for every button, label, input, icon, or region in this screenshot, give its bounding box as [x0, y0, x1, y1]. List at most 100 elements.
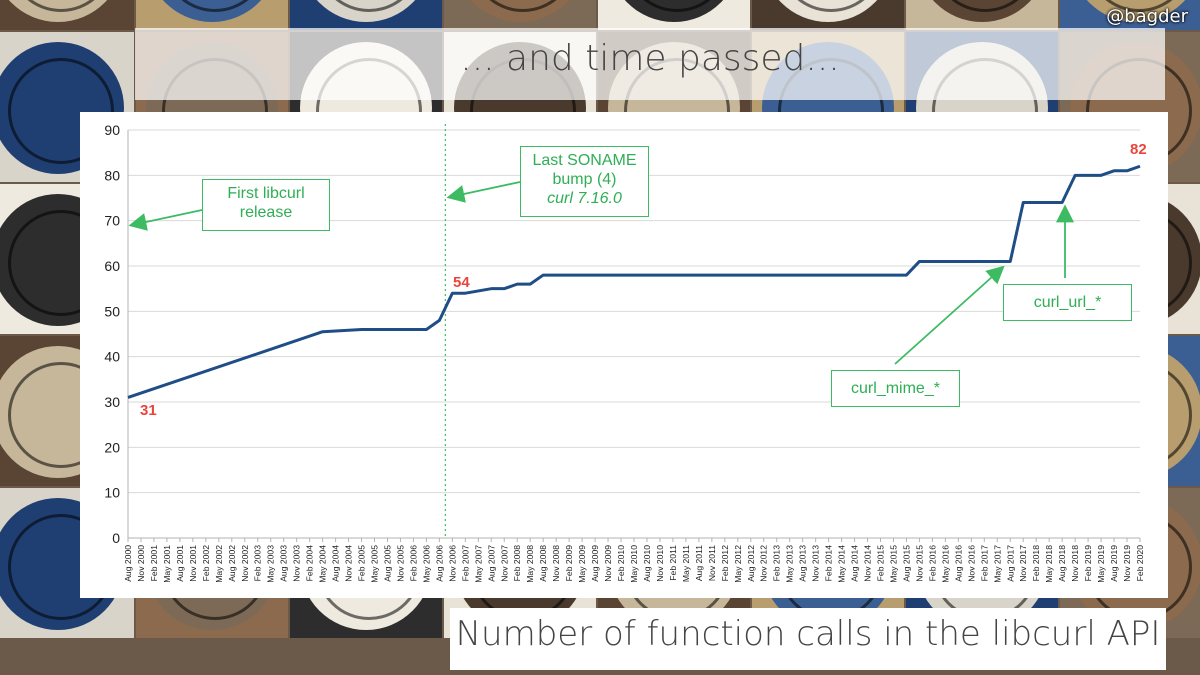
x-tick-label: Feb 2005: [357, 545, 367, 582]
x-tick-label: Feb 2003: [253, 545, 263, 582]
x-tick-label: Feb 2011: [668, 545, 678, 581]
x-tick-label: Aug 2017: [1005, 545, 1015, 582]
annotation-soname-bump: Last SONAME bump (4) curl 7.16.0: [520, 146, 649, 217]
x-tick-label: Nov 2005: [395, 545, 405, 582]
x-tick-label: Nov 2014: [863, 545, 873, 582]
x-tick-label: Aug 2004: [331, 545, 341, 582]
x-tick-label: Nov 2017: [1018, 545, 1028, 582]
x-tick-label: Feb 2009: [564, 545, 574, 582]
arrow-soname-bump: [446, 181, 521, 203]
value-label-end: 82: [1130, 141, 1147, 158]
x-tick-label: Nov 2010: [655, 545, 665, 582]
x-tick-label: Nov 2019: [1122, 545, 1132, 582]
x-tick-label: Feb 2020: [1135, 545, 1145, 582]
y-tick-label: 60: [104, 258, 120, 274]
annotation-line: bump (4): [552, 171, 617, 188]
x-tick-label: Aug 2014: [850, 545, 860, 582]
x-tick-label: Feb 2018: [1031, 545, 1041, 582]
x-tick-label: May 2005: [370, 545, 380, 583]
caption-backdrop: [450, 608, 1166, 670]
x-tick-label: Nov 2012: [759, 545, 769, 582]
x-tick-label: May 2002: [214, 545, 224, 583]
x-tick-label: May 2001: [162, 545, 172, 583]
x-tick-label: May 2017: [992, 545, 1002, 583]
y-tick-label: 70: [104, 213, 120, 229]
y-tick-label: 90: [104, 122, 120, 138]
x-tick-label: Feb 2002: [201, 545, 211, 582]
value-label-start: 31: [140, 402, 157, 419]
x-tick-label: May 2015: [888, 545, 898, 583]
x-tick-label: Nov 2016: [966, 545, 976, 582]
x-tick-label: May 2013: [785, 545, 795, 583]
x-tick-label: Feb 2006: [408, 545, 418, 582]
x-tick-label: Aug 2002: [227, 545, 237, 582]
clock-tile: [136, 0, 288, 30]
annotation-curl-mime: curl_mime_*: [831, 370, 960, 407]
x-tick-label: Nov 2007: [499, 545, 509, 582]
x-tick-label: Feb 2010: [616, 545, 626, 582]
x-tick-label: Aug 2015: [901, 545, 911, 582]
x-tick-label: Feb 2019: [1083, 545, 1093, 582]
x-tick-label: Nov 2011: [707, 545, 717, 581]
y-tick-label: 40: [104, 349, 120, 365]
x-tick-label: Nov 2013: [811, 545, 821, 582]
x-tick-label: Aug 2001: [175, 545, 185, 582]
x-tick-label: Aug 2011: [694, 545, 704, 581]
x-tick-label: Nov 2018: [1070, 545, 1080, 582]
x-tick-label: Feb 2016: [927, 545, 937, 582]
annotation-line-italic: curl 7.16.0: [521, 189, 648, 208]
x-tick-label: Aug 2006: [434, 545, 444, 582]
chart-panel: 0 10 20 30 40 50 60 70 80 90 Aug 2000 Nov 2000 Feb 2…: [80, 112, 1168, 598]
x-tick-label: Aug 2009: [590, 545, 600, 582]
author-handle: @bagder: [1106, 6, 1188, 27]
annotation-line: First libcurl: [227, 185, 305, 202]
x-tick-label: May 2009: [577, 545, 587, 583]
annotation-line: Last SONAME: [532, 152, 637, 169]
x-tick-label: May 2016: [940, 545, 950, 583]
x-tick-label: Nov 2000: [136, 545, 146, 582]
x-tick-label: Nov 2009: [603, 545, 613, 582]
x-tick-label: Nov 2008: [551, 545, 561, 582]
x-tick-label: Aug 2008: [538, 545, 548, 582]
clock-tile: [598, 0, 750, 30]
clock-tile: [906, 0, 1058, 30]
x-tick-label: Aug 2016: [953, 545, 963, 582]
annotation-line: curl_url_*: [1033, 294, 1102, 311]
x-tick-label: May 2007: [473, 545, 483, 583]
x-tick-label: May 2008: [525, 545, 535, 583]
x-tick-label: Aug 2010: [642, 545, 652, 582]
annotation-line: curl_mime_*: [851, 380, 940, 397]
x-tick-label: Nov 2004: [344, 545, 354, 582]
x-tick-label: Nov 2015: [914, 545, 924, 582]
x-tick-label: May 2004: [318, 545, 328, 583]
x-tick-label: Feb 2001: [149, 545, 159, 582]
clock-tile: [1060, 0, 1200, 30]
x-tick-label: Aug 2012: [746, 545, 756, 582]
y-tick-label: 0: [112, 530, 120, 546]
clock-tile: [290, 0, 442, 30]
x-tick-label: May 2019: [1096, 545, 1106, 583]
x-tick-label: May 2011: [681, 545, 691, 582]
x-tick-label: Feb 2015: [876, 545, 886, 582]
annotation-version: curl 7.16.0: [547, 190, 622, 207]
x-tick-label: May 2003: [266, 545, 276, 583]
clock-ring: [8, 58, 114, 164]
annotation-line: release: [239, 204, 293, 221]
x-tick-label: Feb 2017: [979, 545, 989, 582]
y-tick-label: 80: [104, 167, 120, 183]
title-backdrop: [135, 28, 1165, 100]
x-tick-label: Aug 2013: [798, 545, 808, 582]
x-tick-label: Feb 2012: [720, 545, 730, 582]
clock-tile: [0, 0, 134, 30]
x-tick-label: Aug 2007: [486, 545, 496, 582]
x-tick-label: Nov 2003: [292, 545, 302, 582]
x-tick-label: Feb 2004: [305, 545, 315, 582]
x-tick-label: Aug 2019: [1109, 545, 1119, 582]
annotation-first-release: First libcurl release: [202, 179, 330, 231]
x-tick-label: May 2010: [629, 545, 639, 583]
x-tick-label: May 2014: [837, 545, 847, 583]
arrow-curl-mime: [894, 265, 1005, 365]
x-tick-label: Nov 2002: [240, 545, 250, 582]
x-tick-label: May 2012: [733, 545, 743, 583]
